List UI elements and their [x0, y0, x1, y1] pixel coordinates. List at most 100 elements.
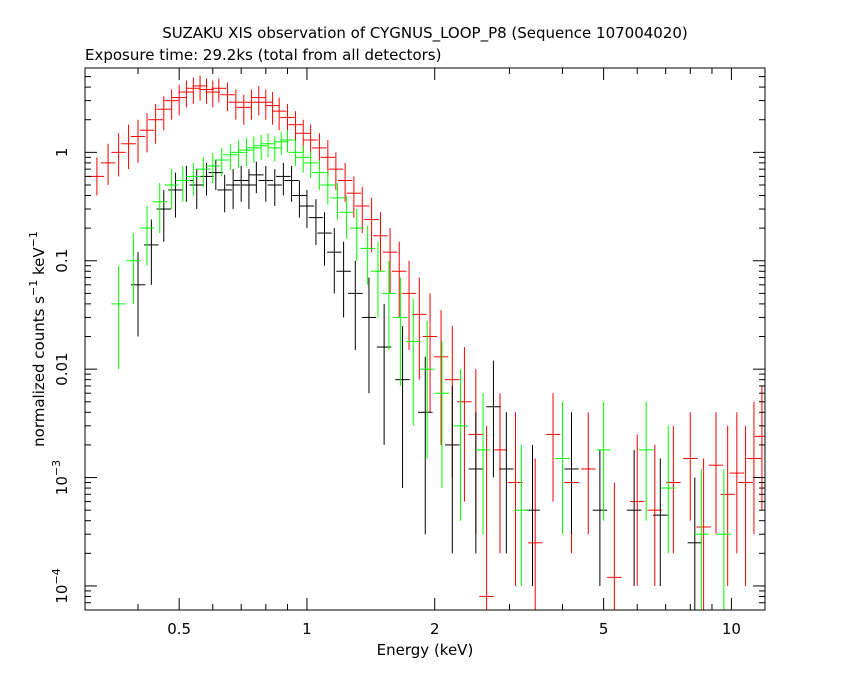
x-tick-label: 2	[430, 620, 440, 638]
data-point	[592, 449, 608, 586]
x-tick-label: 1	[302, 620, 312, 638]
data-point	[370, 241, 386, 318]
data-point	[336, 241, 351, 318]
data-point	[217, 174, 232, 213]
data-point	[148, 103, 163, 144]
data-point	[422, 293, 438, 413]
data-point	[419, 320, 435, 459]
data-point	[412, 277, 427, 380]
data-point	[220, 82, 235, 112]
data-point	[716, 468, 732, 610]
data-point	[525, 444, 540, 586]
data-point	[288, 140, 303, 166]
data-point	[258, 165, 274, 202]
data-point	[445, 385, 460, 554]
data-point	[527, 458, 543, 610]
data-point	[433, 310, 449, 445]
data-point	[144, 219, 159, 285]
data-point	[241, 169, 257, 210]
data-point	[205, 153, 221, 184]
data-point	[196, 157, 211, 187]
data-point	[111, 133, 126, 177]
data-point	[453, 369, 468, 521]
data-point	[164, 169, 179, 210]
data-point	[382, 228, 398, 294]
data-point	[330, 183, 345, 220]
data-point	[328, 152, 344, 190]
data-point	[164, 89, 179, 120]
data-point	[687, 477, 703, 610]
data-point	[468, 412, 484, 554]
data-point	[111, 265, 126, 370]
data-point	[708, 412, 724, 535]
series-1	[89, 75, 765, 610]
data-point	[171, 84, 187, 116]
chart-subtitle: Exposure time: 29.2ks (total from all de…	[85, 46, 441, 64]
plot-frame	[84, 67, 766, 611]
data-point	[249, 161, 264, 194]
data-point	[267, 136, 283, 162]
data-point	[720, 425, 735, 586]
data-point	[186, 162, 201, 196]
y-axis-label-mid: keV	[30, 247, 48, 280]
data-point	[156, 96, 172, 131]
data-point	[312, 160, 327, 190]
data-point	[189, 169, 204, 210]
data-point	[276, 162, 291, 196]
axis-ticks	[84, 67, 765, 611]
x-axis-label: Energy (keV)	[377, 641, 474, 659]
data-point	[364, 197, 379, 253]
data-point	[211, 78, 227, 103]
data-point	[139, 205, 155, 266]
chart-title: SUZAKU XIS observation of CYGNUS_LOOP_P8…	[162, 24, 688, 43]
data-point	[126, 233, 141, 304]
data-point	[271, 97, 287, 131]
data-point	[405, 298, 421, 426]
data-point	[175, 165, 191, 202]
data-point	[694, 468, 709, 610]
data-point	[199, 162, 214, 196]
data-point	[581, 412, 596, 535]
x-tick-label: 10	[722, 620, 741, 638]
data-point	[320, 140, 336, 177]
data-point	[355, 186, 370, 234]
data-point	[492, 393, 508, 554]
data-point	[514, 444, 529, 586]
x-tick-label: 5	[599, 620, 609, 638]
y-axis-label-exp2: −1	[27, 231, 40, 247]
y-tick-label: 1	[53, 148, 71, 158]
data-point	[280, 130, 295, 153]
data-point	[729, 412, 745, 554]
data-point	[337, 162, 353, 202]
data-point	[401, 260, 417, 351]
data-point	[199, 78, 214, 104]
data-point	[139, 113, 155, 153]
data-point	[361, 277, 377, 394]
data-point	[130, 119, 146, 163]
data-point	[626, 449, 642, 586]
data-point	[179, 80, 194, 108]
data-point	[89, 157, 105, 196]
data-point	[236, 94, 252, 125]
data-point	[360, 225, 375, 285]
data-point	[205, 80, 221, 108]
data-point	[393, 277, 408, 386]
y-tick-label: 0.01	[53, 352, 71, 385]
data-point	[288, 111, 303, 144]
tick-labels: 0.5 1 2 5 10 10−4 10−3 0.01 0.1 1	[50, 148, 741, 638]
data-point	[348, 260, 363, 351]
x-tick-label: 0.5	[167, 620, 191, 638]
data-point	[156, 189, 172, 242]
y-axis-label: normalized counts s−1 keV−1	[27, 231, 48, 447]
data-point	[284, 165, 299, 202]
data-point	[192, 75, 208, 101]
data-layer	[89, 75, 765, 610]
data-point	[555, 401, 570, 535]
data-point	[661, 425, 676, 554]
data-point	[253, 134, 269, 161]
data-point	[320, 170, 336, 205]
data-point	[265, 92, 280, 125]
data-point	[303, 151, 318, 178]
data-point	[214, 147, 229, 177]
